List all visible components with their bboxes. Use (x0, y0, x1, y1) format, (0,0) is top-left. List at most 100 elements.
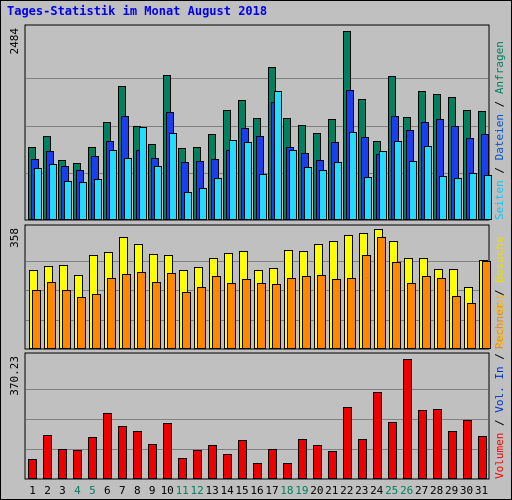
panel-top-series-label-part: / (493, 160, 506, 180)
bar-rechner-29 (452, 296, 461, 349)
bar-volumen-13 (208, 445, 217, 479)
x-tick-label: 13 (205, 484, 218, 497)
bar-rechner-28 (437, 278, 446, 349)
bar-seiten-4 (79, 182, 87, 220)
bar-seiten-2 (49, 164, 57, 220)
x-tick-label: 27 (415, 484, 428, 497)
bar-rechner-22 (347, 278, 356, 349)
x-tick-label: 7 (119, 484, 126, 497)
bar-volumen-28 (433, 409, 442, 479)
bar-seiten-10 (169, 133, 177, 220)
bar-rechner-21 (332, 279, 341, 349)
bar-seiten-15 (244, 142, 252, 220)
x-tick-label: 20 (310, 484, 323, 497)
x-tick-label: 2 (44, 484, 51, 497)
x-tick-label: 31 (475, 484, 488, 497)
x-tick-label: 16 (250, 484, 263, 497)
bar-volumen-4 (73, 450, 82, 479)
bar-rechner-11 (182, 292, 191, 349)
x-tick-label: 6 (104, 484, 111, 497)
x-tick-label: 11 (176, 484, 189, 497)
panel-top-series-label-part: Dateien (493, 114, 506, 160)
bar-rechner-17 (272, 284, 281, 349)
bar-rechner-4 (77, 297, 86, 349)
x-tick-label: 9 (149, 484, 156, 497)
x-tick-label: 12 (190, 484, 203, 497)
x-tick-label: 24 (370, 484, 384, 497)
panel-bottom-ymax-label: 370.23 (8, 356, 21, 396)
bar-seiten-23 (364, 177, 372, 220)
bar-rechner-10 (167, 273, 176, 349)
bar-seiten-30 (469, 173, 477, 220)
x-tick-label: 21 (325, 484, 338, 497)
bar-seiten-20 (319, 170, 327, 220)
x-tick-label: 30 (460, 484, 473, 497)
bar-volumen-8 (133, 431, 142, 479)
bar-volumen-16 (253, 463, 262, 479)
bar-rechner-23 (362, 255, 371, 349)
panel-middle-series-label-part: Besuche (493, 236, 506, 282)
panel-middle-series-label-part: / (493, 283, 506, 303)
bar-rechner-16 (257, 283, 266, 349)
bar-rechner-30 (467, 303, 476, 349)
chart-title: Tages-Statistik im Monat August 2018 (7, 4, 268, 18)
bar-seiten-11 (184, 192, 192, 220)
bar-seiten-16 (259, 174, 267, 220)
bar-rechner-25 (392, 262, 401, 349)
bar-rechner-20 (317, 275, 326, 349)
bar-seiten-25 (394, 141, 402, 220)
panel-bottom-series-label-part: Vol. In (493, 366, 506, 412)
bar-seiten-26 (409, 161, 417, 220)
bar-seiten-31 (484, 175, 492, 220)
bar-rechner-3 (62, 290, 71, 349)
bar-seiten-28 (439, 176, 447, 220)
panel-middle-series-label-part: Rechner (493, 302, 506, 349)
bar-volumen-27 (418, 410, 427, 479)
bar-rechner-14 (227, 283, 236, 349)
bar-volumen-23 (358, 439, 367, 479)
x-tick-label: 5 (89, 484, 96, 497)
x-tick-label: 26 (400, 484, 413, 497)
bar-volumen-7 (118, 426, 127, 479)
bar-rechner-2 (47, 282, 56, 349)
x-tick-label: 14 (220, 484, 234, 497)
panel-middle-series-label: Rechner / Besuche (493, 236, 506, 349)
bar-rechner-24 (377, 237, 386, 349)
bar-seiten-1 (34, 168, 42, 220)
bar-volumen-11 (178, 458, 187, 479)
bar-seiten-22 (349, 132, 357, 220)
x-tick-label: 23 (355, 484, 368, 497)
bar-volumen-18 (283, 463, 292, 479)
panel-top-series-label: Seiten / Dateien / Anfragen (493, 41, 506, 220)
x-tick-label: 19 (295, 484, 308, 497)
bar-rechner-15 (242, 279, 251, 349)
bar-seiten-13 (214, 178, 222, 220)
x-tick-label: 8 (134, 484, 141, 497)
bar-seiten-24 (379, 151, 387, 220)
bar-seiten-5 (94, 179, 102, 220)
bar-rechner-19 (302, 276, 311, 349)
panel-bottom-series-label-part: Volumen (493, 433, 506, 479)
bar-volumen-26 (403, 359, 412, 479)
bar-volumen-1 (28, 459, 37, 479)
bar-volumen-10 (163, 423, 172, 479)
x-tick-label: 18 (280, 484, 293, 497)
bar-rechner-13 (212, 276, 221, 349)
bar-volumen-29 (448, 431, 457, 479)
bar-rechner-9 (152, 282, 161, 349)
panel-bottom-series-label: Volumen / Vol. In / Vol. Out (493, 294, 506, 479)
panel-top-series-label-part: Seiten (493, 180, 506, 220)
bar-seiten-14 (229, 140, 237, 220)
panel-bottom-series-label-part: / (493, 347, 506, 367)
panel-top-series-label-part: Anfragen (493, 41, 506, 94)
bar-seiten-17 (274, 91, 282, 220)
bar-seiten-12 (199, 188, 207, 220)
bar-seiten-21 (334, 162, 342, 220)
bar-volumen-9 (148, 444, 157, 479)
x-tick-label: 15 (235, 484, 248, 497)
bar-seiten-29 (454, 178, 462, 220)
bar-rechner-8 (137, 272, 146, 349)
x-tick-label: 17 (265, 484, 278, 497)
panel-middle-ymax-label: 358 (8, 228, 21, 248)
